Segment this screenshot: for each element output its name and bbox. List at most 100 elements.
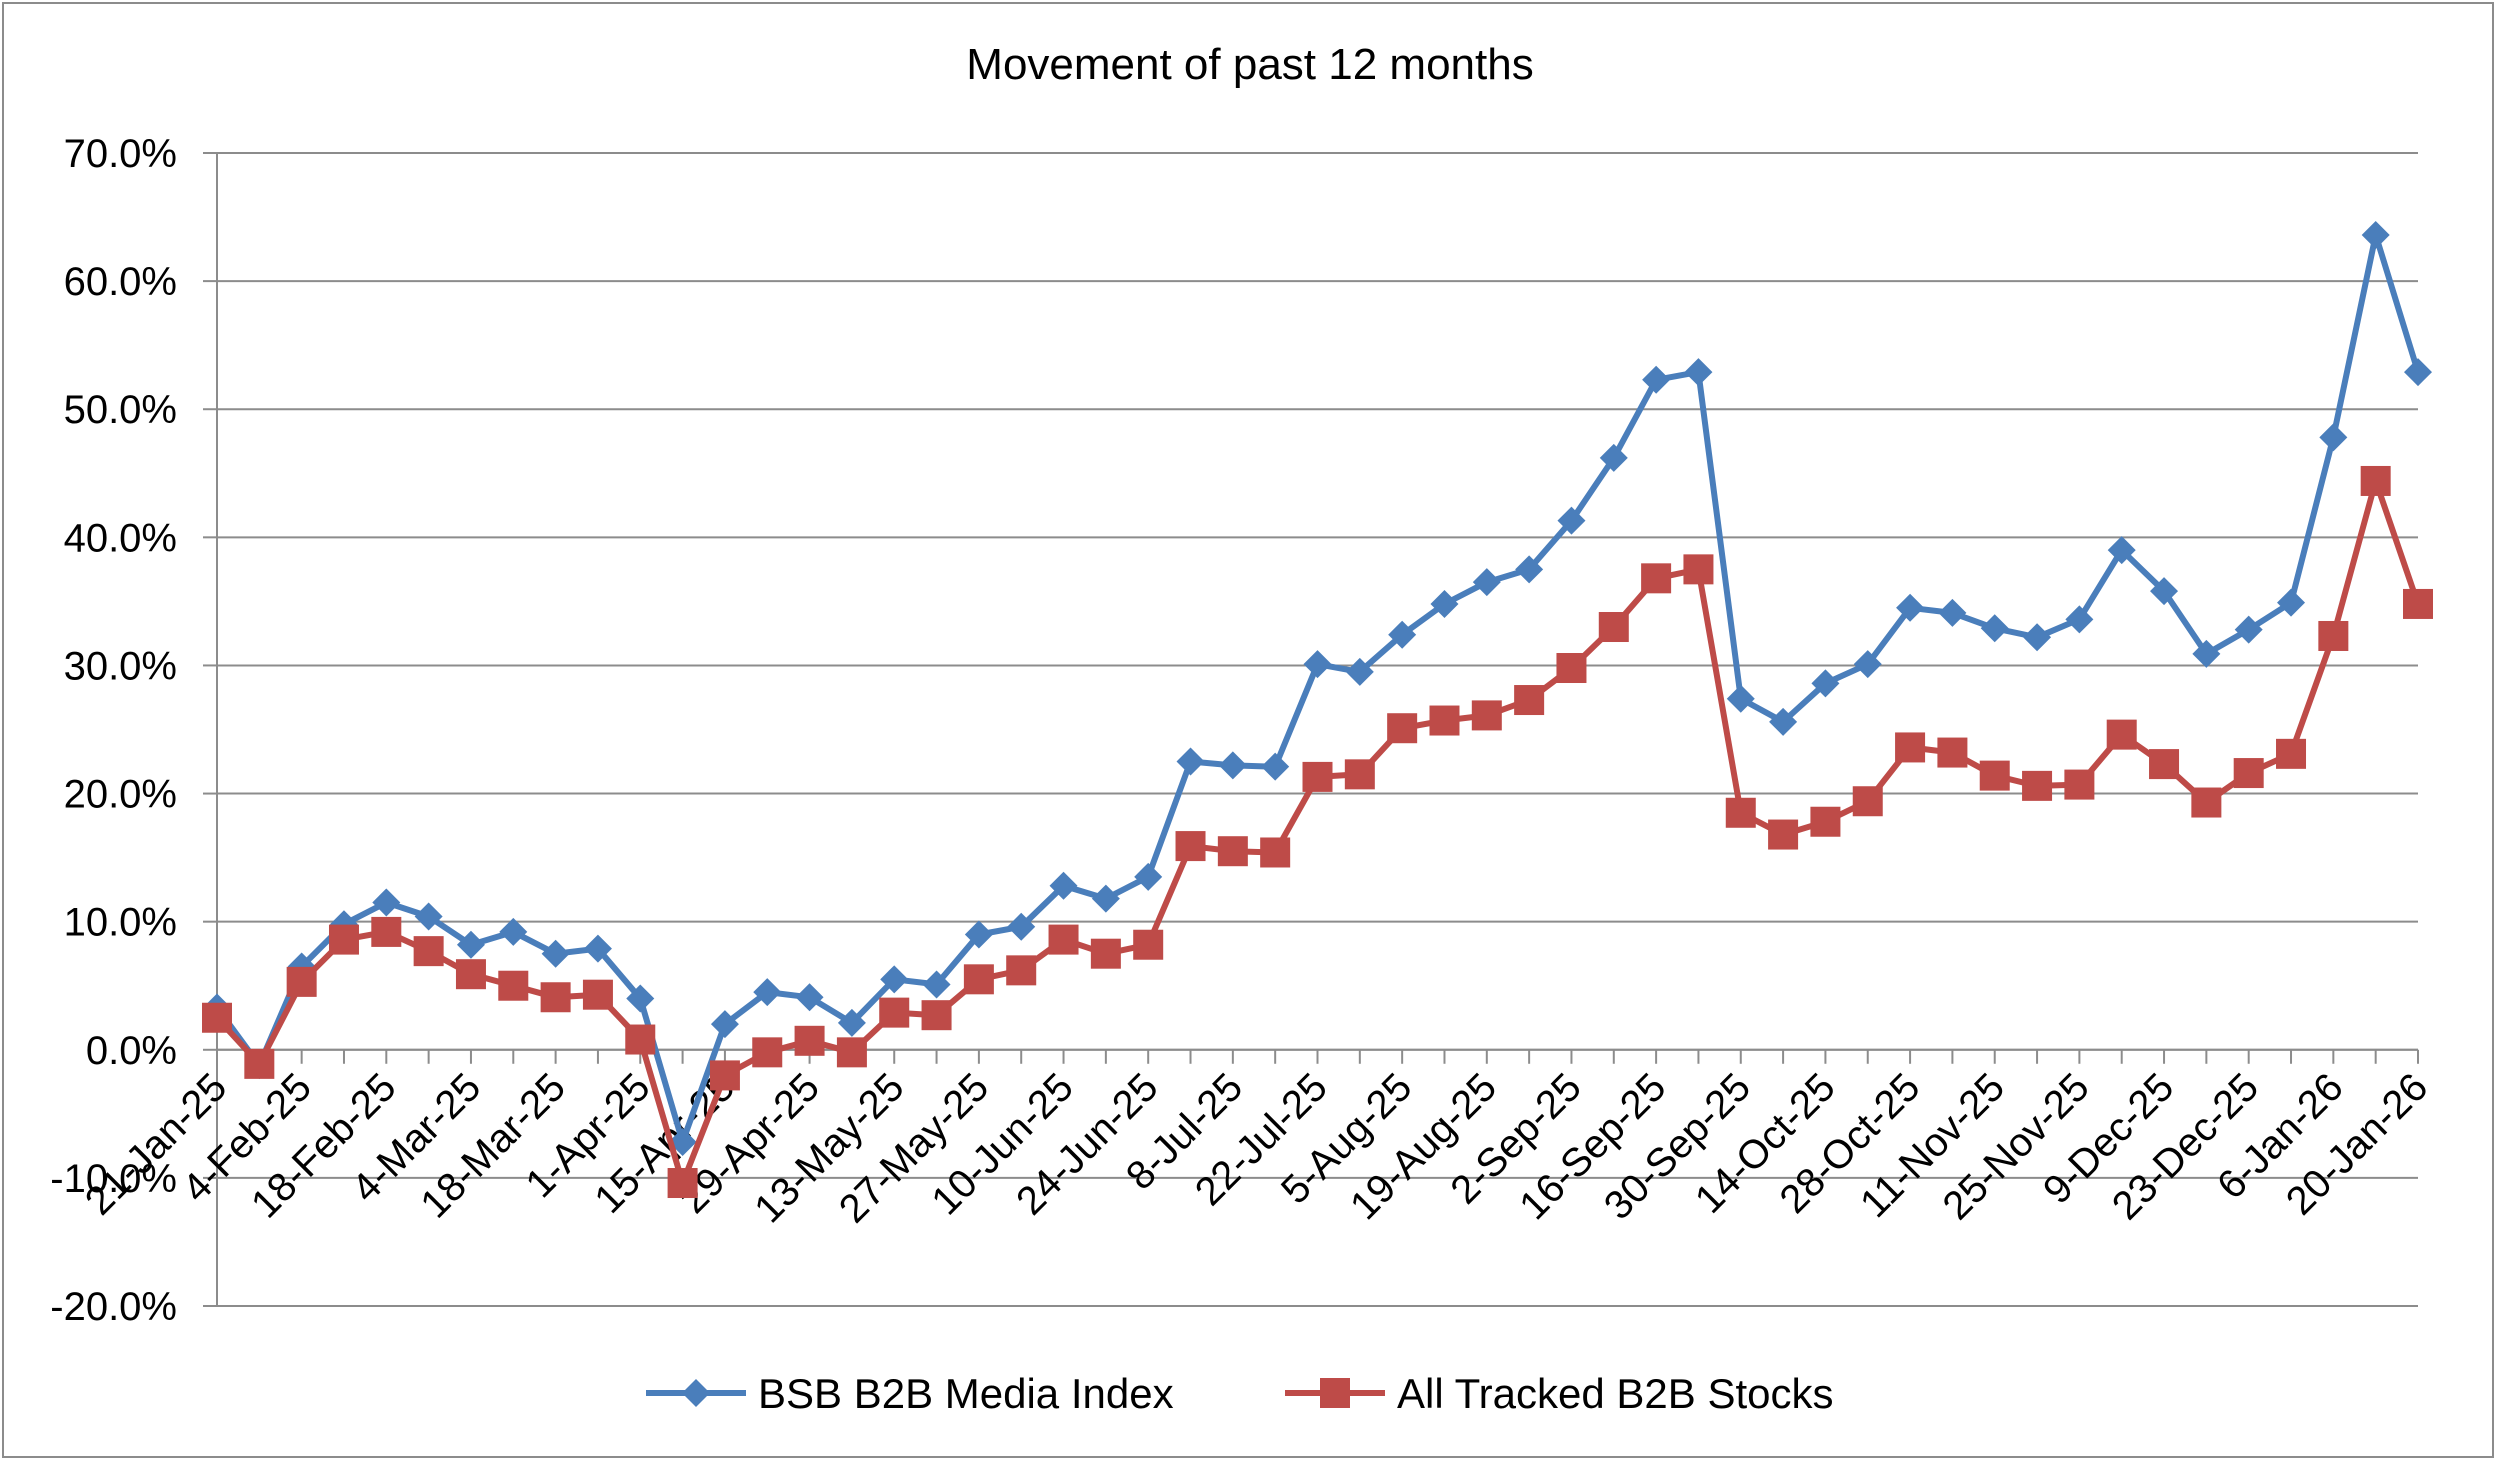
data-point [2192, 639, 2221, 668]
data-point [1852, 786, 1883, 817]
data-point [1514, 685, 1545, 716]
data-point [583, 934, 612, 963]
y-tick-label: 50.0% [64, 388, 177, 432]
data-point [2361, 220, 2390, 249]
y-tick-label: -20.0% [50, 1285, 177, 1329]
data-point [498, 970, 529, 1001]
data-point [202, 1002, 232, 1033]
data-point [2106, 719, 2137, 750]
legend-marker [1320, 1378, 1350, 1408]
data-point [1302, 761, 1333, 792]
data-point [1642, 365, 1671, 394]
data-point [2360, 465, 2391, 496]
data-point [1725, 797, 1756, 828]
data-point [499, 917, 528, 946]
data-point [625, 1024, 656, 1055]
legend: BSB B2B Media Index All Tracked B2B Stock… [646, 1370, 1834, 1417]
data-point [1811, 669, 1840, 698]
y-axis-tick-labels: -20.0% -10.0% 0.0% 10.0% 20.0% 30.0% 40.0% 50.0… [50, 132, 177, 1329]
data-point [1768, 819, 1799, 850]
data-point [921, 1000, 952, 1031]
y-tick-label: 40.0% [64, 516, 177, 560]
data-point [1641, 563, 1672, 594]
data-point [540, 982, 571, 1013]
legend-label: All Tracked B2B Stocks [1397, 1370, 1834, 1417]
data-point [709, 1060, 740, 1091]
data-point [752, 1037, 783, 1068]
chart-title: Movement of past 12 months [966, 40, 1533, 89]
data-point [1979, 760, 2010, 791]
data-point [1556, 653, 1587, 684]
data-point [1896, 593, 1925, 622]
data-point [2022, 770, 2053, 801]
data-point [1260, 837, 1291, 868]
data-point [794, 1025, 825, 1056]
data-point [1683, 554, 1714, 585]
data-point [710, 1010, 739, 1039]
data-point [1810, 806, 1841, 837]
data-point [372, 888, 401, 917]
data-point [1980, 614, 2009, 643]
data-point [922, 970, 951, 999]
data-point [1345, 657, 1374, 686]
data-point [753, 978, 782, 1007]
data-point [1853, 650, 1882, 679]
data-point [2277, 588, 2306, 617]
data-point [541, 939, 570, 968]
data-point [1006, 955, 1037, 986]
y-tick-label: -10.0% [50, 1157, 177, 1201]
data-point [1937, 737, 1968, 768]
legend-marker [682, 1379, 710, 1407]
data-point [1388, 620, 1417, 649]
data-point [371, 916, 402, 947]
data-point [1091, 884, 1120, 913]
data-point [455, 959, 486, 990]
data-point [1387, 713, 1418, 744]
data-point [1175, 831, 1206, 862]
data-point [2150, 577, 2179, 606]
data-point [2234, 615, 2263, 644]
y-tick-label: 30.0% [64, 644, 177, 688]
data-point [880, 965, 909, 994]
data-point [1176, 747, 1205, 776]
series [202, 220, 2433, 1199]
data-point [2149, 749, 2180, 780]
data-point [1515, 555, 1544, 584]
axes [203, 152, 2419, 1307]
data-point [2107, 536, 2136, 565]
data-point [795, 983, 824, 1012]
data-point [2319, 423, 2348, 452]
data-point [1344, 759, 1375, 790]
data-point [836, 1037, 867, 1068]
data-point [2064, 769, 2095, 800]
data-point [1133, 929, 1164, 960]
data-point [1303, 650, 1332, 679]
data-point [2276, 738, 2307, 769]
data-point [1938, 598, 1967, 627]
data-point [1684, 358, 1713, 387]
data-point [328, 924, 359, 955]
data-point [1134, 862, 1163, 891]
data-point [1090, 938, 1121, 969]
y-tick-label: 10.0% [64, 901, 177, 945]
data-point [1049, 871, 1078, 900]
data-point [837, 1008, 866, 1037]
data-point [1217, 836, 1248, 867]
data-point [1472, 568, 1501, 597]
data-point [413, 936, 444, 967]
data-point [1769, 707, 1798, 736]
data-point [1598, 612, 1629, 643]
data-point [286, 966, 317, 997]
data-point [1218, 751, 1247, 780]
legend-label: BSB B2B Media Index [758, 1370, 1174, 1417]
data-point [2233, 758, 2264, 789]
data-point [2065, 605, 2094, 634]
data-point [1430, 589, 1459, 618]
data-point [1895, 732, 1926, 763]
data-point [963, 964, 994, 995]
legend-entry: BSB B2B Media Index [646, 1370, 1174, 1417]
y-tick-label: 0.0% [86, 1029, 177, 1073]
data-point [667, 1168, 698, 1199]
data-point [1471, 700, 1502, 731]
